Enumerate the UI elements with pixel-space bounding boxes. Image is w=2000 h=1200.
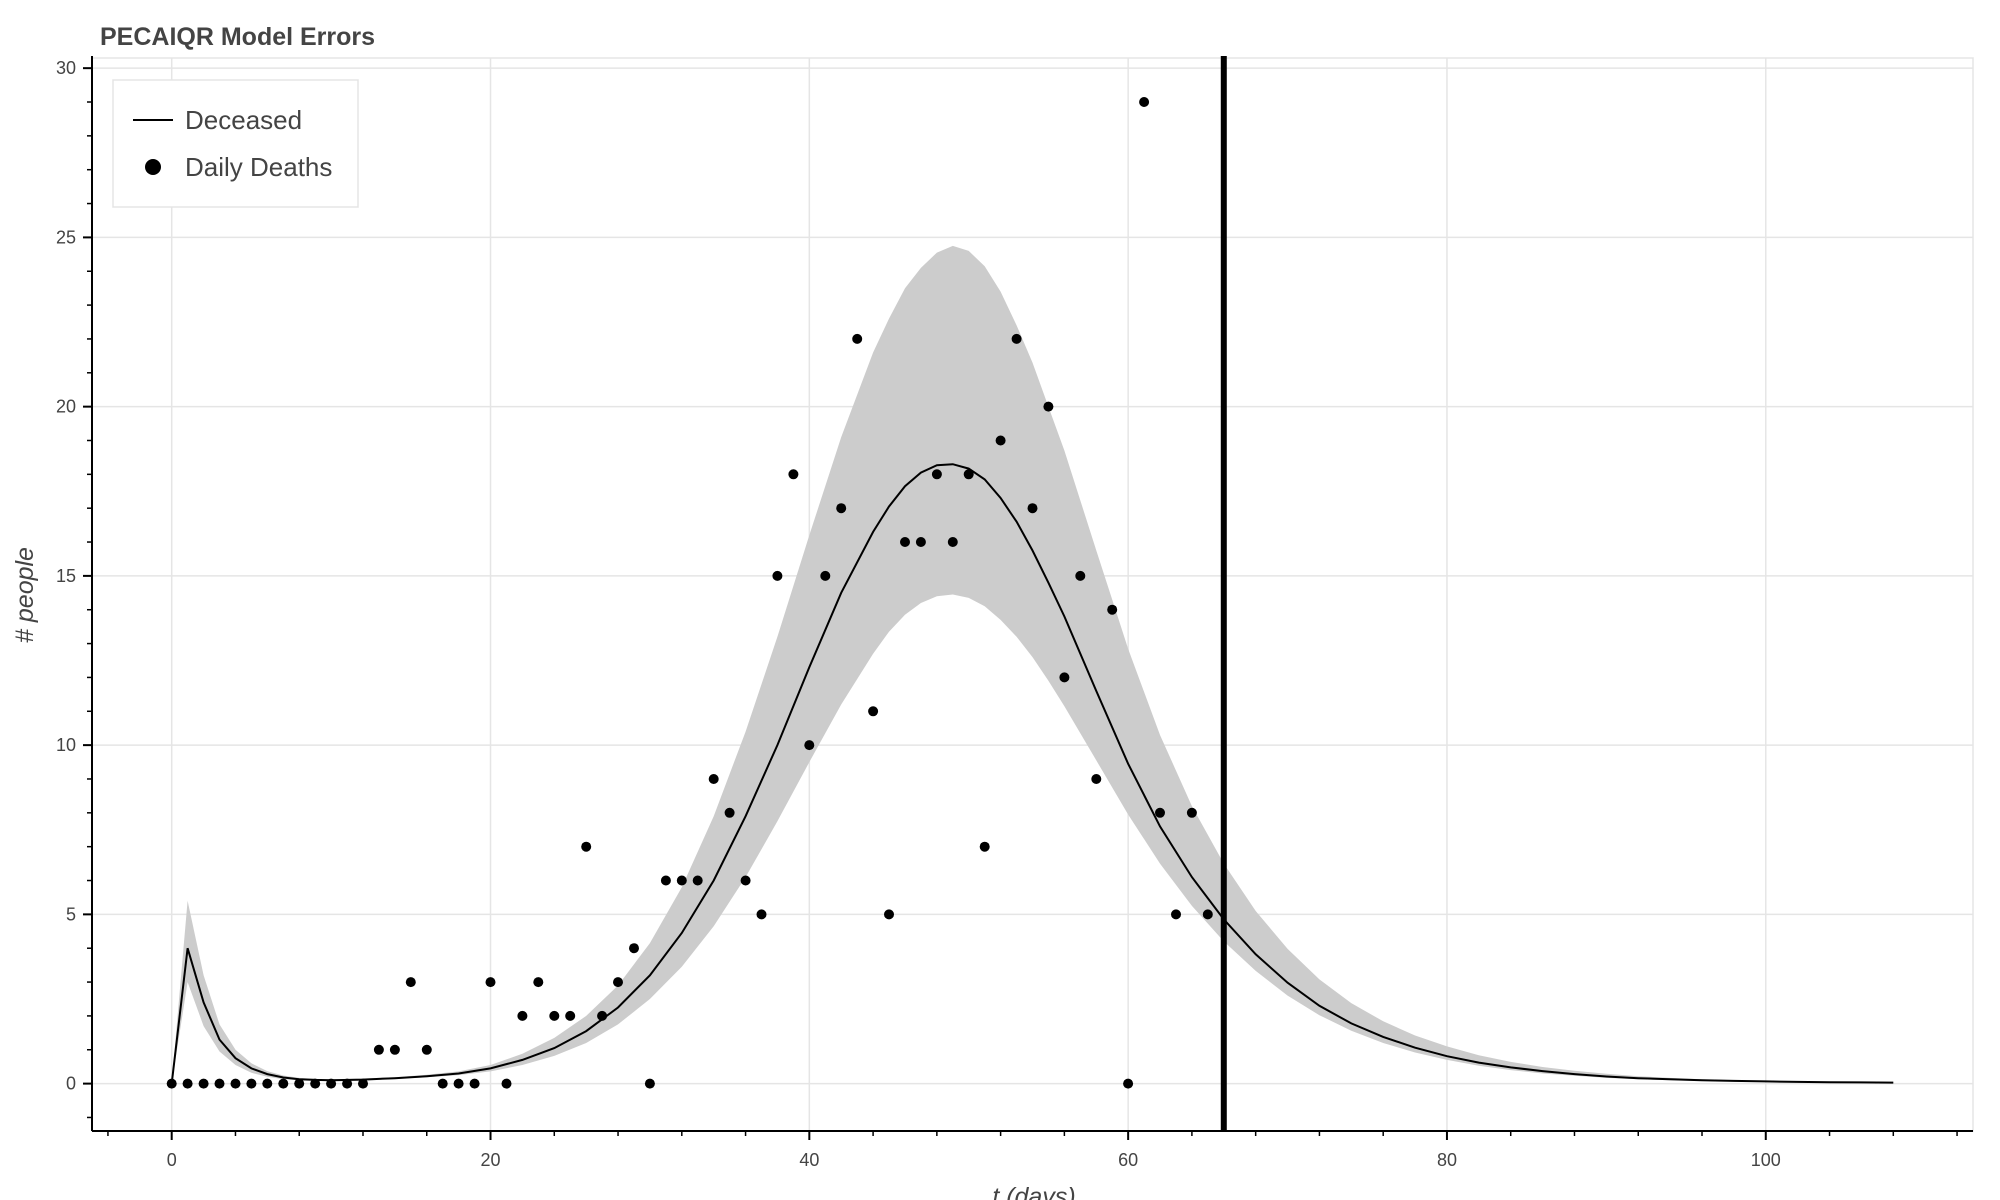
y-tick-label: 30: [56, 58, 76, 78]
daily-deaths-point: [836, 503, 847, 514]
y-tick-label: 20: [56, 397, 76, 417]
daily-deaths-point: [182, 1078, 193, 1089]
daily-deaths-point: [262, 1078, 273, 1089]
daily-deaths-point: [342, 1078, 353, 1089]
daily-deaths-point: [884, 909, 894, 920]
daily-deaths-point: [1123, 1078, 1134, 1089]
daily-deaths-point: [581, 841, 592, 852]
daily-deaths-point: [373, 1044, 384, 1055]
daily-deaths-point: [198, 1078, 209, 1089]
daily-deaths-point: [788, 469, 799, 480]
legend-label-daily-deaths: Daily Deaths: [185, 152, 332, 182]
daily-deaths-point: [278, 1078, 289, 1089]
daily-deaths-point: [597, 1010, 608, 1021]
daily-deaths-point: [613, 977, 623, 988]
daily-deaths-point: [979, 841, 990, 852]
daily-deaths-point: [676, 875, 687, 886]
line-layer: [170, 56, 1894, 1131]
y-tick-label: 5: [66, 904, 76, 924]
daily-deaths-point: [533, 977, 544, 988]
daily-deaths-point: [549, 1010, 560, 1021]
error-band: [171, 245, 1894, 1084]
daily-deaths-point: [389, 1044, 400, 1055]
daily-deaths-point: [660, 875, 671, 886]
daily-deaths-point: [517, 1010, 528, 1021]
daily-deaths-point: [708, 774, 719, 784]
x-axis-label: t (days): [992, 1183, 1075, 1200]
y-tick-label: 10: [56, 735, 76, 755]
daily-deaths-point: [1186, 807, 1197, 818]
daily-deaths-point: [1171, 909, 1181, 920]
daily-deaths-point: [644, 1078, 655, 1089]
daily-deaths-point: [453, 1078, 464, 1089]
legend-box: [112, 79, 359, 208]
daily-deaths-point: [421, 1044, 432, 1055]
daily-deaths-point: [1059, 672, 1070, 683]
daily-deaths-point: [772, 570, 783, 581]
daily-deaths-point: [358, 1078, 368, 1089]
daily-deaths-point: [294, 1078, 305, 1089]
daily-deaths-point: [1139, 97, 1150, 107]
daily-deaths-point: [1011, 333, 1022, 344]
x-tick-label: 40: [799, 1150, 819, 1170]
daily-deaths-point: [246, 1078, 257, 1089]
chart-title: PECAIQR Model Errors: [100, 23, 375, 51]
axis-layer: 0 5 10 15 20 25 30 0 20 40 60 80 100: [56, 56, 1973, 1170]
daily-deaths-point: [915, 537, 926, 547]
point-layer: [166, 97, 1213, 1089]
y-axis-label: # people: [11, 547, 39, 643]
band-layer: [171, 245, 1894, 1084]
daily-deaths-point: [469, 1078, 480, 1089]
daily-deaths-point: [804, 740, 815, 751]
daily-deaths-point: [900, 537, 910, 547]
daily-deaths-point: [629, 943, 639, 954]
daily-deaths-point: [1091, 774, 1102, 784]
daily-deaths-point: [868, 706, 879, 717]
legend: Deceased Daily Deaths: [112, 79, 359, 208]
daily-deaths-point: [485, 977, 496, 988]
y-tick-label: 25: [56, 227, 76, 247]
daily-deaths-point: [931, 469, 942, 480]
daily-deaths-point: [326, 1078, 337, 1089]
daily-deaths-point: [214, 1078, 225, 1089]
x-tick-label: 0: [167, 1150, 177, 1170]
daily-deaths-point: [995, 435, 1006, 446]
daily-deaths-point: [740, 875, 751, 886]
daily-deaths-point: [310, 1078, 321, 1089]
y-tick-label: 0: [66, 1074, 76, 1094]
daily-deaths-point: [166, 1078, 177, 1089]
x-tick-label: 60: [1118, 1150, 1138, 1170]
y-tick-label: 15: [56, 566, 76, 586]
daily-deaths-point: [501, 1078, 512, 1089]
daily-deaths-point: [1043, 401, 1054, 412]
daily-deaths-point: [230, 1078, 241, 1089]
daily-deaths-point: [820, 570, 831, 581]
daily-deaths-point: [1027, 503, 1038, 514]
x-tick-label: 20: [481, 1150, 501, 1170]
daily-deaths-point: [724, 807, 735, 818]
daily-deaths-point: [1202, 909, 1213, 920]
daily-deaths-point: [947, 537, 958, 547]
legend-point-swatch: [145, 159, 161, 175]
daily-deaths-point: [405, 977, 416, 988]
daily-deaths-point: [1075, 570, 1086, 581]
deceased-line: [170, 463, 1894, 1084]
daily-deaths-point: [756, 909, 767, 920]
x-tick-label: 80: [1437, 1150, 1457, 1170]
daily-deaths-point: [1155, 807, 1165, 818]
grid-layer: [91, 57, 1974, 1132]
daily-deaths-point: [565, 1010, 576, 1021]
daily-deaths-point: [437, 1078, 448, 1089]
x-tick-label: 100: [1751, 1150, 1781, 1170]
daily-deaths-point: [963, 469, 974, 480]
daily-deaths-point: [852, 333, 863, 344]
daily-deaths-point: [1107, 604, 1118, 615]
legend-label-deceased: Deceased: [185, 105, 302, 135]
daily-deaths-point: [692, 875, 703, 886]
